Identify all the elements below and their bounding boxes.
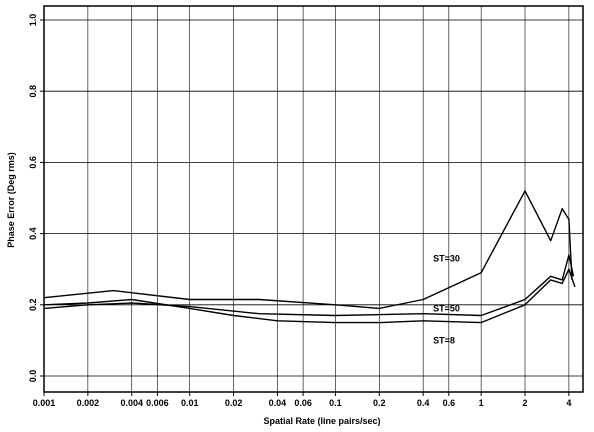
- y-tick-label: 0.8: [28, 85, 38, 98]
- y-tick-label: 0.4: [28, 227, 38, 240]
- x-tick-label: 1: [479, 398, 484, 408]
- x-tick-label: 0.02: [225, 398, 243, 408]
- x-tick-label: 0.4: [417, 398, 430, 408]
- x-tick-label: 2: [523, 398, 528, 408]
- x-axis-ticks: 0.001 0.002 0.004 0.006 0.01 0.02 0.04 0.06 0.1 0…: [33, 392, 571, 408]
- series-line: [43, 254, 575, 317]
- series-annotation: ST=8: [433, 335, 455, 345]
- y-tick-label: 1.0: [28, 14, 38, 27]
- plot-frame: [43, 5, 584, 393]
- series-line: [43, 268, 576, 324]
- x-tick-label: 0.1: [329, 398, 342, 408]
- x-tick-label: 0.001: [33, 398, 56, 408]
- y-tick-label: 0.6: [28, 156, 38, 169]
- y-tick-label: 0.2: [28, 299, 38, 312]
- series-line: [43, 190, 573, 310]
- x-tick-label: 0.006: [146, 398, 169, 408]
- series-annotation: ST=30: [433, 254, 460, 264]
- series-lines: [43, 190, 576, 324]
- series-annotation: ST=50: [433, 303, 460, 313]
- y-tick-label: 0.0: [28, 370, 38, 383]
- x-tick-label: 0.2: [373, 398, 386, 408]
- x-tick-label: 0.6: [443, 398, 456, 408]
- x-tick-label: 0.04: [269, 398, 287, 408]
- x-tick-label: 0.06: [294, 398, 312, 408]
- x-tick-label: 0.002: [77, 398, 100, 408]
- series-annotations: ST=30 ST=50 ST=8: [433, 254, 460, 346]
- x-tick-label: 0.004: [120, 398, 143, 408]
- x-tick-label: 4: [566, 398, 571, 408]
- plot-border: [43, 5, 584, 393]
- x-axis-label: Spatial Rate (line pairs/sec): [263, 416, 380, 426]
- y-axis-ticks: 0.0 0.2 0.4 0.6 0.8 1.0: [28, 14, 44, 383]
- x-tick-label: 0.01: [181, 398, 199, 408]
- y-axis-label: Phase Error (Deg rms): [6, 152, 16, 248]
- chart-grid: [43, 6, 583, 392]
